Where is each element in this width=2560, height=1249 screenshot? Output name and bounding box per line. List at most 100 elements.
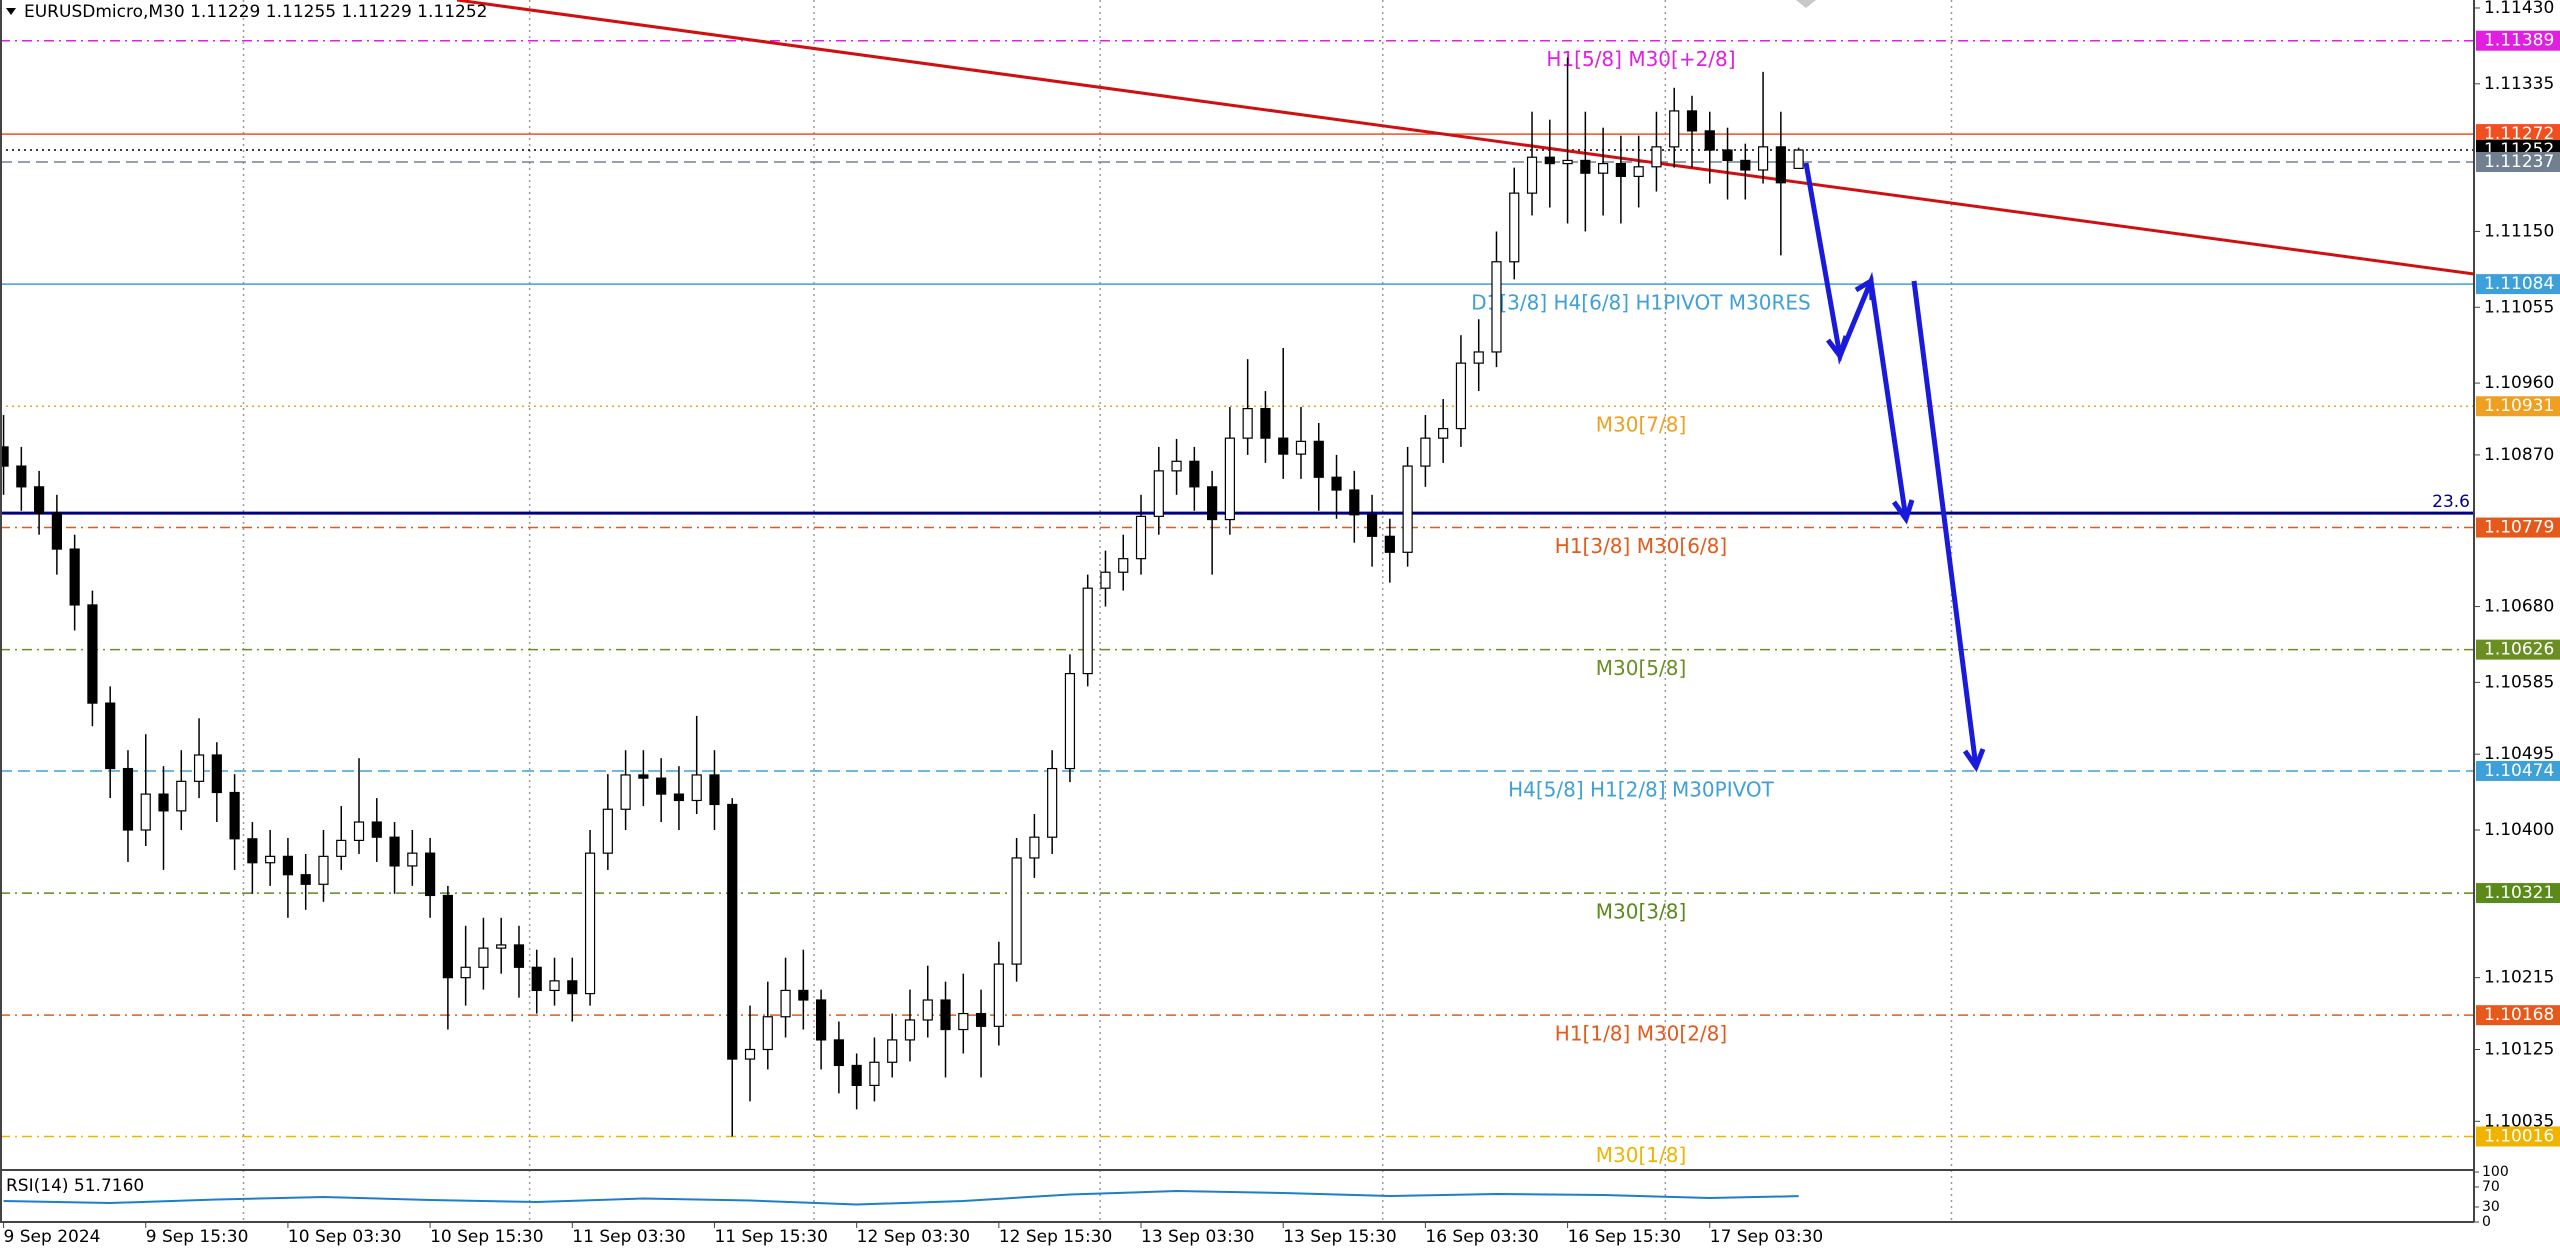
candle-body [762, 1016, 773, 1051]
candle-body [442, 894, 453, 979]
candle-body [1757, 146, 1769, 171]
candle-body [1171, 460, 1182, 472]
price-box [2476, 30, 2560, 51]
candle-body [780, 989, 791, 1018]
candle-body [673, 793, 685, 802]
candle-body [1082, 587, 1093, 675]
level-label: H1[3/8] M30[6/8] [1555, 534, 1727, 558]
y-tick-label: 1.10125 [2484, 1039, 2554, 1059]
candle-body [282, 855, 294, 876]
rsi-title: RSI(14) 51.7160 [6, 1176, 144, 1196]
candle-body [460, 966, 471, 979]
candle-body [1722, 149, 1733, 162]
y-tick-label: 1.10400 [2484, 820, 2554, 840]
marker [1796, 0, 1816, 8]
candle-body [1580, 159, 1591, 174]
arrow-head [1826, 335, 1849, 362]
y-tick-label: 1.10960 [2484, 373, 2554, 393]
candle-body [69, 548, 80, 606]
candle-body [407, 852, 418, 867]
price-box-label: 1.10626 [2484, 640, 2554, 660]
level-label: M30[7/8] [1596, 413, 1687, 437]
candle-body [1029, 836, 1040, 859]
price-box [2476, 517, 2560, 538]
x-tick-label: 10 Sep 03:30 [288, 1227, 401, 1247]
candle-body [353, 821, 365, 841]
candle-body [371, 821, 382, 838]
candle-body [922, 999, 933, 1021]
price-box-label: 1.10474 [2484, 761, 2554, 781]
price-box-label: 1.10779 [2484, 518, 2554, 538]
x-tick-label: 11 Sep 15:30 [714, 1227, 827, 1247]
level-label: H1[5/8] M30[+2/8] [1546, 47, 1735, 71]
candle-body [1793, 149, 1804, 169]
price-box-label: 1.10321 [2484, 883, 2554, 903]
candle-body [1118, 558, 1129, 573]
candle-body [1366, 514, 1378, 537]
candle-body [513, 944, 525, 968]
candle-body [211, 754, 222, 794]
y-tick-label: 1.10035 [2484, 1111, 2554, 1131]
candle-body [425, 852, 436, 897]
candle-body [638, 774, 649, 779]
price-box [2476, 883, 2560, 904]
candle-body [1135, 515, 1147, 560]
candle-body [1260, 408, 1271, 439]
rsi-line [3, 1189, 1799, 1206]
candle-body [1651, 146, 1662, 168]
candle-body [34, 486, 45, 514]
x-tick-label: 16 Sep 03:30 [1425, 1227, 1538, 1247]
candle-body [1633, 166, 1644, 177]
candle-body [833, 1039, 844, 1067]
y-tick-label: 1.10215 [2484, 968, 2554, 988]
price-box [2476, 1005, 2560, 1026]
candle-body [1207, 486, 1218, 521]
title-icon [6, 8, 16, 15]
arrow-path [1803, 162, 1909, 520]
candle-body [336, 839, 347, 857]
price-box-label: 1.10168 [2484, 1005, 2554, 1025]
candle-body [567, 980, 578, 995]
candle-body [798, 989, 809, 1001]
level-label: D1[3/8] H4[6/8] H1PIVOT M30RES [1471, 291, 1811, 315]
y-tick-label: 1.11055 [2484, 297, 2554, 317]
arrow-head [1854, 276, 1875, 301]
candle-body [247, 838, 258, 864]
candle-body [620, 774, 631, 810]
price-box-label: 1.11237 [2484, 152, 2554, 172]
x-tick-label: 13 Sep 03:30 [1141, 1227, 1254, 1247]
price-box [2476, 760, 2560, 781]
rsi-tick-label: 30 [2482, 1199, 2500, 1215]
level-label: H4[5/8] H1[2/8] M30PIVOT [1508, 777, 1775, 801]
candle-body [229, 791, 240, 840]
candle-body [1153, 470, 1164, 517]
x-tick-label: 11 Sep 03:30 [572, 1227, 685, 1247]
candle-body [1349, 489, 1360, 516]
price-box [2476, 152, 2560, 173]
price-box-label: 1.10016 [2484, 1126, 2554, 1146]
candle-body [851, 1064, 862, 1087]
candle-body [1384, 535, 1395, 553]
candle-body [1313, 440, 1324, 478]
price-box [2476, 124, 2560, 145]
candle-body [478, 947, 489, 968]
y-tick-label: 1.11150 [2484, 221, 2554, 241]
candle-body [1278, 437, 1289, 455]
candle-body [1526, 156, 1538, 194]
candle-body [727, 803, 738, 1060]
x-tick-label: 13 Sep 15:30 [1283, 1227, 1396, 1247]
candle-body [1047, 767, 1058, 838]
rsi-tick-label: 70 [2482, 1179, 2500, 1195]
arrow-path [1911, 280, 1979, 768]
rsi-tick-label: 100 [2482, 1164, 2509, 1180]
candle-body [1331, 476, 1342, 491]
chart-title: EURUSDmicro,M30 1.11229 1.11255 1.11229 … [24, 2, 487, 22]
candle-body [1544, 156, 1555, 165]
candle-body [958, 1012, 969, 1031]
level-label: M30[3/8] [1596, 900, 1687, 924]
x-tick-label: 16 Sep 15:30 [1568, 1227, 1681, 1247]
candle-body [584, 852, 596, 995]
candle-body [1473, 351, 1484, 364]
